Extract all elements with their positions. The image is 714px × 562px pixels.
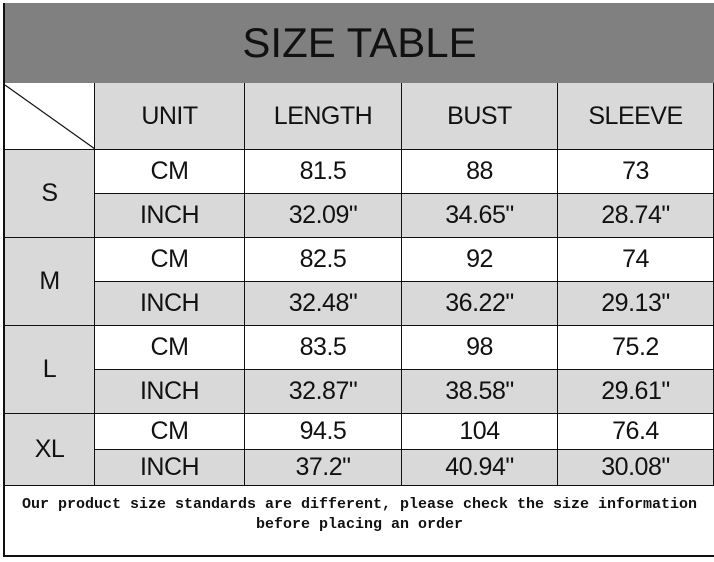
header-unit: UNIT	[95, 83, 245, 150]
header-length: LENGTH	[245, 83, 402, 150]
value-cell: 82.5	[245, 238, 402, 282]
value-cell: 94.5	[245, 414, 402, 450]
size-label: XL	[3, 414, 95, 486]
unit-cell: CM	[95, 326, 245, 370]
value-cell: 36.22"	[402, 282, 558, 326]
value-cell: 32.48"	[245, 282, 402, 326]
unit-cell: CM	[95, 238, 245, 282]
unit-cell: INCH	[95, 450, 245, 486]
value-cell: 37.2"	[245, 450, 402, 486]
value-cell: 40.94"	[402, 450, 558, 486]
value-cell: 34.65"	[402, 194, 558, 238]
value-cell: 76.4	[558, 414, 714, 450]
value-cell: 83.5	[245, 326, 402, 370]
size-label: M	[3, 238, 95, 326]
unit-cell: CM	[95, 414, 245, 450]
value-cell: 81.5	[245, 150, 402, 194]
unit-cell: INCH	[95, 370, 245, 414]
value-cell: 92	[402, 238, 558, 282]
value-cell: 74	[558, 238, 714, 282]
value-cell: 32.09"	[245, 194, 402, 238]
size-label: S	[3, 150, 95, 238]
unit-cell: INCH	[95, 282, 245, 326]
value-cell: 29.61"	[558, 370, 714, 414]
header-sleeve: SLEEVE	[558, 83, 714, 150]
value-cell: 75.2	[558, 326, 714, 370]
diagonal-divider	[4, 84, 95, 150]
size-label: L	[3, 326, 95, 414]
header-bust: BUST	[402, 83, 558, 150]
value-cell: 104	[402, 414, 558, 450]
value-cell: 29.13"	[558, 282, 714, 326]
table-title: SIZE TABLE	[3, 3, 714, 83]
value-cell: 38.58"	[402, 370, 558, 414]
value-cell: 32.87"	[245, 370, 402, 414]
value-cell: 30.08"	[558, 450, 714, 486]
value-cell: 28.74"	[558, 194, 714, 238]
value-cell: 73	[558, 150, 714, 194]
unit-cell: INCH	[95, 194, 245, 238]
unit-cell: CM	[95, 150, 245, 194]
value-cell: 88	[402, 150, 558, 194]
size-note: Our product size standards are different…	[3, 486, 714, 557]
corner-cell	[3, 83, 95, 150]
value-cell: 98	[402, 326, 558, 370]
